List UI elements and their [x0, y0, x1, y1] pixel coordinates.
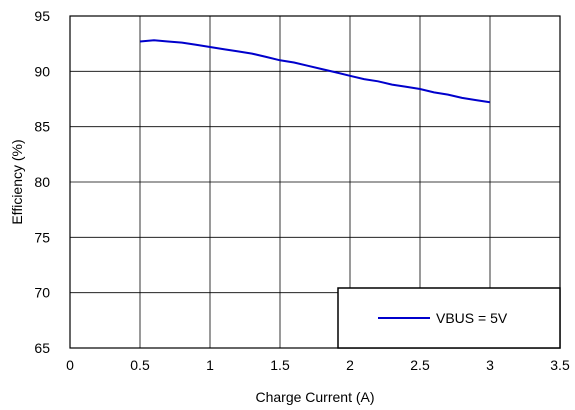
x-tick-label: 2: [346, 357, 354, 373]
y-tick-label: 65: [34, 340, 50, 356]
y-tick-label: 90: [34, 63, 50, 79]
x-tick-label: 1: [206, 357, 214, 373]
grid-lines: [69, 15, 561, 349]
x-tick-label: 3: [486, 357, 494, 373]
y-tick-label: 95: [34, 8, 50, 24]
x-axis-label: Charge Current (A): [255, 389, 374, 405]
y-tick-label: 75: [34, 229, 50, 245]
y-tick-labels: 65 70 75 80 85 90 95: [34, 8, 50, 356]
y-axis-label: Efficiency (%): [9, 139, 25, 224]
x-tick-labels: 0 0.5 1 1.5 2 2.5 3 3.5: [66, 357, 570, 373]
y-tick-label: 85: [34, 119, 50, 135]
series-line-vbus-5v: [139, 39, 491, 104]
legend-box: [337, 287, 561, 349]
x-tick-label: 0: [66, 357, 74, 373]
legend: VBUS = 5V: [337, 287, 561, 349]
x-tick-label: 0.5: [130, 357, 150, 373]
x-tick-label: 3.5: [550, 357, 570, 373]
y-tick-label: 70: [34, 285, 50, 301]
legend-label: VBUS = 5V: [436, 310, 508, 326]
y-tick-label: 80: [34, 174, 50, 190]
x-tick-label: 2.5: [410, 357, 430, 373]
x-tick-label: 1.5: [270, 357, 290, 373]
plot-frame: [69, 15, 561, 349]
